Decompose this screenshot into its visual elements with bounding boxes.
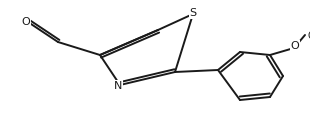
Text: O: O [22, 17, 30, 27]
Text: CH₃: CH₃ [308, 31, 310, 41]
Text: O: O [291, 41, 299, 51]
Text: N: N [114, 81, 122, 91]
Text: S: S [189, 8, 197, 18]
